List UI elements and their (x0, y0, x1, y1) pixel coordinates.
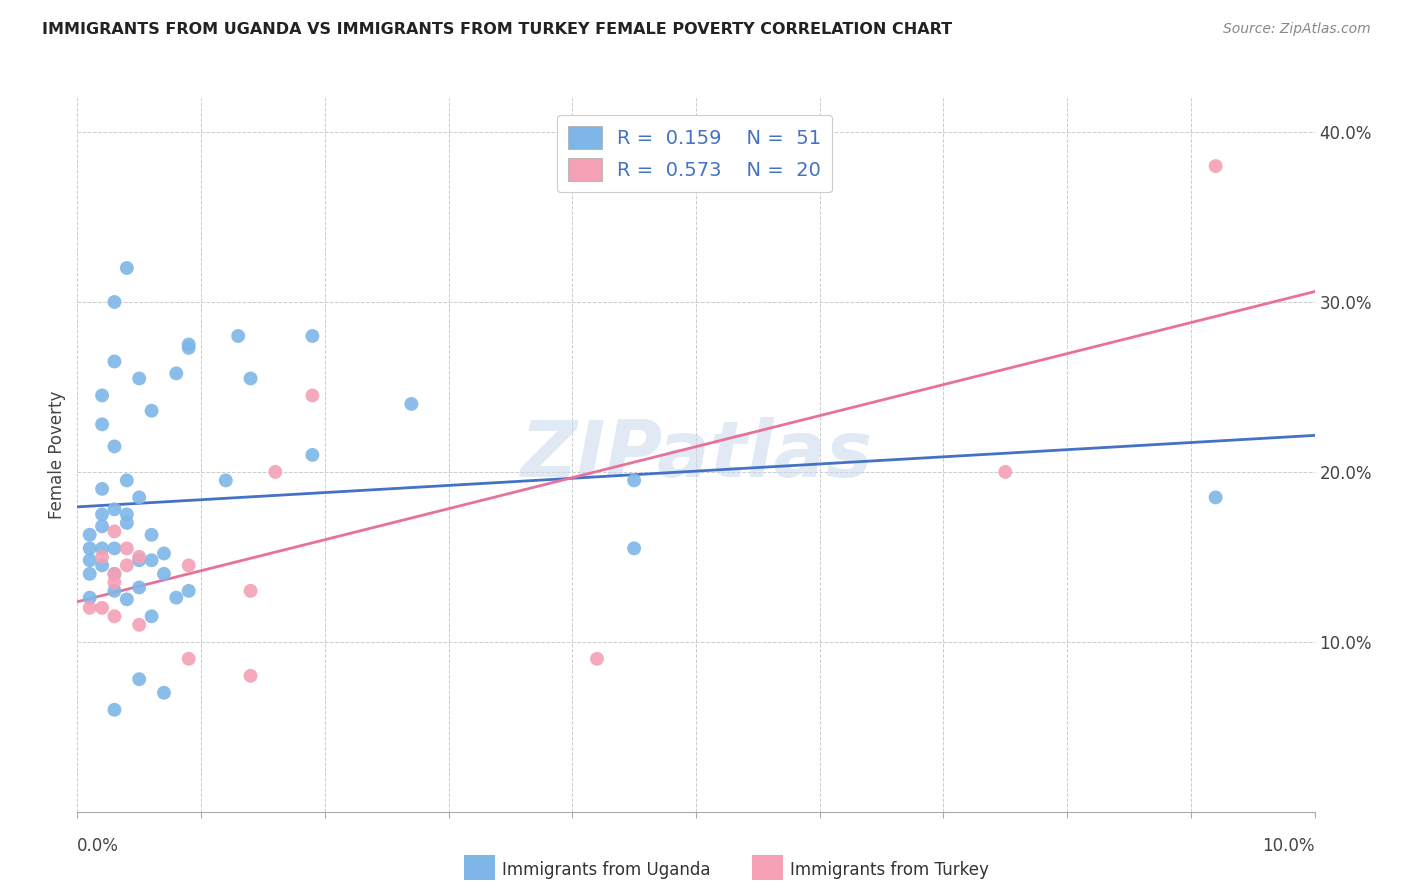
Point (115, 260, 138, 275)
Point (91, 541, 114, 556)
Point (115, 508, 138, 522)
Text: Source: ZipAtlas.com: Source: ZipAtlas.com (1223, 22, 1371, 37)
Point (586, 652, 609, 666)
Point (128, 549, 150, 564)
Point (128, 371, 150, 385)
Point (141, 403, 163, 417)
Point (79, 528, 101, 542)
Point (79, 541, 101, 556)
Point (91, 600, 114, 615)
Point (177, 652, 200, 666)
Point (91, 558, 114, 573)
Point (103, 354, 125, 368)
Point (115, 474, 138, 488)
Point (91, 417, 114, 432)
Y-axis label: Female Poverty: Female Poverty (48, 391, 66, 519)
Point (91, 519, 114, 533)
Point (994, 465, 1017, 479)
Point (153, 686, 176, 700)
Point (141, 553, 163, 567)
Point (91, 482, 114, 496)
Text: Immigrants from Uganda: Immigrants from Uganda (502, 861, 710, 879)
Point (1205, 491, 1227, 505)
Point (141, 609, 163, 624)
Point (177, 337, 200, 351)
Point (103, 583, 125, 598)
Point (301, 329, 323, 343)
Text: ZIPatlas: ZIPatlas (520, 417, 872, 493)
Point (128, 617, 150, 632)
Text: 10.0%: 10.0% (1263, 837, 1315, 855)
Point (103, 295, 125, 310)
Point (128, 672, 150, 686)
Point (177, 341, 200, 355)
Point (153, 566, 176, 581)
Point (128, 553, 150, 567)
Point (1205, 159, 1227, 173)
Point (79, 591, 101, 605)
Point (103, 703, 125, 717)
Text: Immigrants from Turkey: Immigrants from Turkey (790, 861, 988, 879)
Point (79, 600, 101, 615)
Point (115, 592, 138, 607)
Point (103, 439, 125, 453)
Point (239, 583, 262, 598)
Point (301, 448, 323, 462)
Point (177, 558, 200, 573)
Point (91, 549, 114, 564)
Point (165, 367, 187, 381)
Text: 0.0%: 0.0% (77, 837, 120, 855)
Point (165, 591, 187, 605)
Point (401, 397, 423, 411)
Point (115, 541, 138, 556)
Point (103, 524, 125, 539)
Point (239, 371, 262, 385)
Point (128, 581, 150, 595)
Point (239, 669, 262, 683)
Point (103, 566, 125, 581)
Text: IMMIGRANTS FROM UGANDA VS IMMIGRANTS FROM TURKEY FEMALE POVERTY CORRELATION CHAR: IMMIGRANTS FROM UGANDA VS IMMIGRANTS FRO… (42, 22, 952, 37)
Point (128, 491, 150, 505)
Point (91, 388, 114, 402)
Point (141, 528, 163, 542)
Point (103, 502, 125, 516)
Point (226, 329, 249, 343)
Point (301, 388, 323, 402)
Point (103, 566, 125, 581)
Point (623, 541, 645, 556)
Point (115, 558, 138, 573)
Point (103, 575, 125, 590)
Point (79, 566, 101, 581)
Point (177, 583, 200, 598)
Point (153, 546, 176, 560)
Point (79, 553, 101, 567)
Point (103, 609, 125, 624)
Legend: R =  0.159    N =  51, R =  0.573    N =  20: R = 0.159 N = 51, R = 0.573 N = 20 (557, 115, 832, 193)
Point (91, 508, 114, 522)
Point (264, 465, 287, 479)
Point (623, 474, 645, 488)
Point (103, 541, 125, 556)
Point (215, 474, 238, 488)
Point (115, 516, 138, 530)
